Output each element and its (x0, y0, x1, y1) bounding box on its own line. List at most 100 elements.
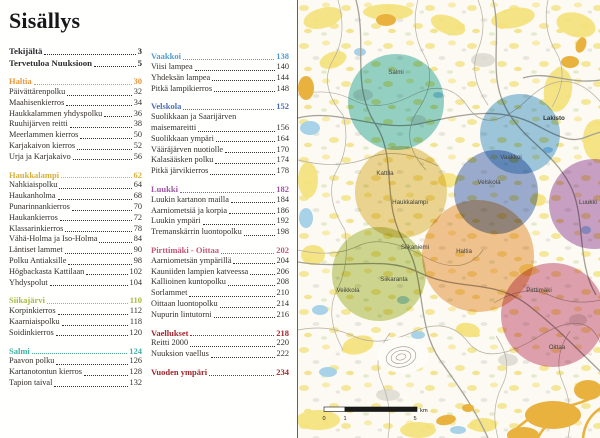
toc-entry: Yhdeksän lampea 144 (151, 73, 289, 84)
toc-section: Velskola 152 Suolikkaan ja Saarijärven mais… (151, 101, 289, 177)
toc-heading: Haukkalampi 62 (9, 169, 142, 180)
map-label: Siikaranta (380, 276, 408, 283)
toc-entry: Yhdyspolut 104 (9, 277, 142, 288)
toc-entry: Kaarniaispolku 118 (9, 317, 142, 328)
toc-entry-label: Urja ja Karjakaivo (9, 151, 71, 161)
toc-page: Sisällys Tekijältä 3 Tervetuloa Nuuksioon 5… (0, 0, 297, 438)
toc-entry-label: Högbackasta Kattilaan (9, 266, 85, 276)
toc-entry: Aarniometsiä ja korpia 186 (151, 205, 289, 216)
toc-entry-label: Suolikkaan ympäri (151, 133, 214, 143)
toc-page-number: 120 (129, 327, 142, 337)
map-region-circles (332, 54, 600, 367)
toc-page-number: 64 (133, 180, 142, 190)
toc-entry-label: Aarniometsän ympärillä (151, 255, 232, 265)
toc-entry-label: Haukanholma (9, 191, 56, 201)
toc-entry-label: Haukkalampi (9, 169, 60, 180)
toc-page-number: 144 (276, 72, 289, 82)
toc-entry-label: Oittaan luontopolku (151, 298, 218, 308)
toc-leader-dots (33, 83, 132, 85)
toc-page-number: 132 (129, 377, 142, 387)
map-page: Salmi Lakisto Vaakkoi Velskola Kattila Haukka… (297, 0, 600, 438)
toc-page-number: 214 (276, 298, 289, 308)
toc-page-number: 3 (137, 45, 142, 56)
toc-leader-dots (67, 94, 132, 96)
toc-section: Vaakkoi 138 Viisi lampea 140 Yhdeksän lampea… (151, 51, 289, 94)
toc-page-number: 140 (276, 62, 289, 71)
toc-leader-dots (212, 80, 275, 82)
toc-page-number: 128 (129, 367, 142, 377)
toc-entry: Urja ja Karjakaivo 56 (9, 152, 142, 163)
toc-page-number: 56 (133, 151, 142, 161)
toc-entry-label: Nahkiaispolku (9, 180, 58, 190)
toc-entry: Tremanskärrin luontopolku 198 (151, 227, 289, 238)
map-label: Oittaa (549, 344, 566, 351)
toc-leader-dots (94, 66, 136, 67)
toc-entry-label: Maahisenkierros (9, 97, 65, 107)
toc-entry-label: Vähä-Holma ja Iso-Holma (9, 234, 98, 244)
toc-page-number: 202 (276, 244, 289, 255)
toc-page-number: 210 (276, 288, 289, 298)
toc-entry: Haukankierros 72 (9, 213, 142, 224)
toc-page-number: 78 (133, 223, 142, 233)
nuuksio-overview-map: Salmi Lakisto Vaakkoi Velskola Kattila Haukka… (298, 0, 600, 438)
toc-leader-dots (233, 263, 275, 265)
toc-heading: Velskola 152 (151, 101, 289, 112)
toc-page-number: 70 (133, 201, 142, 211)
toc-leader-dots (57, 198, 132, 200)
toc-entry-label: maisemareitti (151, 122, 197, 132)
toc-leader-dots (194, 69, 275, 71)
toc-page-number: 52 (133, 140, 142, 150)
toc-entry: Soidinkierros 120 (9, 328, 142, 339)
toc-page-number: 5 (137, 58, 142, 68)
toc-leader-dots (46, 302, 128, 304)
toc-leader-dots (49, 285, 128, 287)
toc-leader-dots (80, 137, 132, 139)
toc-entry-label: Vuoden ympäri (151, 366, 208, 377)
toc-leader-dots (215, 162, 275, 164)
toc-leader-dots (229, 213, 275, 215)
toc-entry-label: Suolikkaan ja Saarijärven (151, 112, 237, 122)
toc-page-number: 84 (133, 234, 142, 244)
map-region-haukkalampi (355, 146, 447, 238)
toc-leader-dots (225, 152, 275, 154)
map-region-siikajarvi (332, 227, 426, 321)
toc-entry-label: Haukkalammen yhdyspolku (9, 108, 103, 118)
toc-leader-dots (210, 356, 275, 358)
toc-leader-dots (86, 274, 128, 276)
toc-leader-dots (198, 130, 275, 132)
toc-entry: Haukanholma 68 (9, 191, 142, 202)
toc-entry: Viisi lampea 140 (151, 62, 289, 73)
toc-page-number: 174 (276, 155, 289, 165)
toc-leader-dots (179, 191, 275, 193)
toc-leader-dots (209, 374, 275, 376)
toc-leader-dots (44, 53, 136, 55)
toc-entry-label: Soidinkierros (9, 327, 54, 337)
toc-entry: Paavon polku 126 (9, 356, 142, 367)
toc-page-number: 32 (133, 87, 142, 96)
toc-section: Salmi 124 Paavon polku 126 Kartanotontun kie… (9, 345, 142, 388)
toc-page-number: 34 (133, 97, 142, 107)
toc-page-number: 220 (276, 338, 289, 348)
toc-page-number: 184 (276, 194, 289, 204)
toc-entry: Maahisenkierros 34 (9, 98, 142, 109)
map-urban-areas (298, 14, 600, 438)
toc-page-number: 222 (276, 349, 289, 359)
toc-entry: Tekijältä 3 (9, 44, 142, 57)
toc-entry-label: Meerlammen kierros (9, 130, 79, 140)
toc-entry-label: Nuuksion vaellus (151, 349, 209, 359)
toc-entry-label: Korpinkierros (9, 306, 56, 316)
toc-leader-dots (202, 223, 275, 225)
map-label: Pirttimäki (526, 287, 551, 294)
toc-entry: Päivättärenpolku 32 (9, 87, 142, 98)
toc-page-number: 204 (276, 255, 289, 265)
toc-entry: Kauniiden lampien katveessa 206 (151, 266, 289, 277)
toc-page-number: 90 (133, 245, 142, 255)
toc-leader-dots (69, 126, 132, 128)
toc-page-number: 30 (133, 76, 143, 87)
toc-entry: Suolikkaan ympäri 164 (151, 134, 289, 145)
map-label: Siikaniemi (401, 244, 429, 251)
toc-entry-label: Reitti 2000 (151, 338, 189, 348)
page-title: Sisällys (9, 8, 81, 33)
toc-entry-label: Vaakkoi (151, 51, 181, 62)
toc-leader-dots (190, 335, 275, 337)
